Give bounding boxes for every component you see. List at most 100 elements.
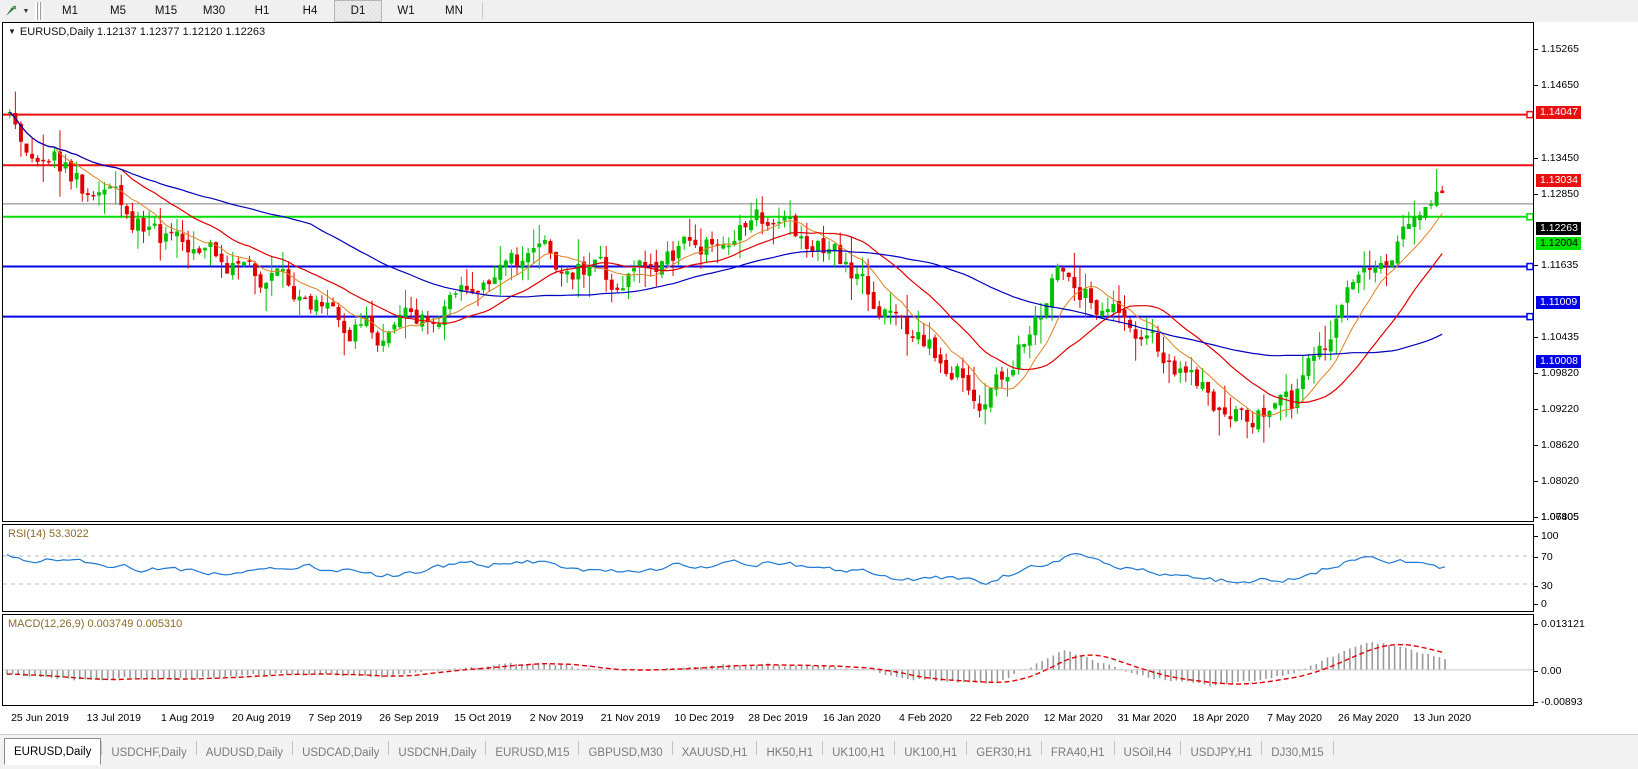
price-axis-tick: 1.13450 [1534,153,1579,164]
timeframe-button-group: M1 M5 M15 M30 H1 H4 D1 W1 MN [46,0,487,22]
rsi-label: RSI(14) 53.3022 [8,528,89,540]
tab-divider [671,741,673,755]
macd-canvas [3,642,1533,687]
chart-tab-hk50-h1[interactable]: HK50,H1 [766,747,814,759]
chart-tab-uk100-h1[interactable]: UK100,H1 [832,747,886,759]
time-axis-tick: 26 May 2020 [1338,712,1399,724]
time-axis-tick: 15 Oct 2019 [454,712,512,724]
tab-divider [1180,741,1182,755]
timeframe-button-m1[interactable]: M1 [62,5,78,17]
macd-axis-tick: -0.00893 [1534,697,1582,708]
timeframe-button-m15[interactable]: M15 [154,5,178,17]
chart-tab-usoil-h4[interactable]: USOil,H4 [1123,747,1172,759]
timeframe-button-h4[interactable]: H4 [302,5,318,17]
support-level-badge-blue-2[interactable]: 1.10008 [1536,355,1581,368]
price-axis-tick: 1.09220 [1534,404,1579,415]
chart-tab-eurusd-daily[interactable]: EURUSD,Daily [4,738,102,765]
chart-tab-fra40-h1[interactable]: FRA40,H1 [1050,747,1105,759]
macd-axis-tick: 0.00 [1534,666,1561,677]
chart-tab-usdcnh-daily[interactable]: USDCNH,Daily [398,747,477,759]
tab-divider [966,741,968,755]
time-axis-tick: 28 Dec 2019 [748,712,808,724]
timeframe-button-m30[interactable]: M30 [202,5,226,17]
time-axis-tick: 25 Jun 2019 [11,712,69,724]
tab-divider [388,741,390,755]
chart-area: ▼ EURUSD,Daily 1.12137 1.12377 1.12120 1… [0,22,1638,732]
price-chart-pane[interactable]: ▼ EURUSD,Daily 1.12137 1.12377 1.12120 1… [2,22,1534,522]
timeframe-button-m5[interactable]: M5 [110,5,126,17]
rsi-indicator-pane[interactable]: RSI(14) 53.3022 [2,524,1534,612]
time-axis-tick: 26 Sep 2019 [379,712,439,724]
current-price-badge[interactable]: 1.12263 [1536,222,1581,235]
tab-divider [292,741,294,755]
rsi-axis-tick: 30 [1534,581,1553,592]
time-axis-tick: 1 Aug 2019 [161,712,215,724]
collapse-arrow-icon[interactable]: ▼ [8,27,16,36]
timeframe-toolbar: ▼ M1 M5 M15 M30 H1 H4 D1 W1 MN [0,0,1638,23]
price-axis[interactable]: 1.15265 1.14650 1.13450 1.12850 1.11635 1.104… [1534,22,1638,708]
toolbar-separator [482,3,483,19]
tab-divider [1332,741,1334,755]
chart-tab-list: EURUSD,Daily USDCHF,Daily AUDUSD,Daily USDC… [0,735,1334,769]
chart-tab-gbpusd-m30[interactable]: GBPUSD,M30 [588,747,663,759]
chart-tab-usdchf-daily[interactable]: USDCHF,Daily [111,747,187,759]
chart-tab-ger30-h1[interactable]: GER30,H1 [976,747,1032,759]
tab-divider [578,741,580,755]
resistance-level-badge-2[interactable]: 1.13034 [1536,174,1581,187]
timeframe-button-mn[interactable]: MN [445,5,463,17]
tab-divider [756,741,758,755]
time-axis-tick: 20 Aug 2019 [231,712,291,724]
support-level-badge-blue-1[interactable]: 1.11009 [1536,296,1581,309]
chart-tab-uk100-h1[interactable]: UK100,H1 [904,747,958,759]
price-axis-tick: 1.15265 [1534,44,1579,55]
time-axis-tick: 7 May 2020 [1267,712,1323,724]
time-axis[interactable]: 25 Jun 2019 13 Jul 2019 1 Aug 2019 20 Aug 2… [2,708,1534,730]
time-axis-tick: 22 Feb 2020 [969,712,1029,724]
time-axis-tick: 16 Jan 2020 [822,712,881,724]
tab-divider [101,741,103,755]
timeframe-button-d1[interactable]: D1 [334,0,382,22]
chart-symbol-label: ▼ EURUSD,Daily 1.12137 1.12377 1.12120 1… [8,26,265,38]
tab-divider [1113,741,1115,755]
time-axis-tick: 12 Mar 2020 [1043,712,1103,724]
price-axis-tick: 1.10435 [1534,332,1579,343]
tab-divider [485,741,487,755]
toolbar-drag-handle[interactable] [35,2,43,20]
price-axis-tick: 1.12850 [1534,189,1579,200]
support-level-badge-green[interactable]: 1.12004 [1536,237,1581,250]
chart-tab-bar: EURUSD,Daily USDCHF,Daily AUDUSD,Daily USDC… [0,734,1638,769]
price-axis-tick: 1.08620 [1534,440,1579,451]
chart-tab-xauusd-h1[interactable]: XAUUSD,H1 [681,747,748,759]
rsi-canvas [3,552,1533,586]
price-axis-tick: 1.06805 [1534,512,1579,523]
chart-tab-usdjpy-h1[interactable]: USDJPY,H1 [1190,747,1253,759]
resistance-level-badge-1[interactable]: 1.14047 [1536,106,1581,119]
timeframe-button-w1[interactable]: W1 [397,5,415,17]
macd-label: MACD(12,26,9) 0.003749 0.005310 [8,618,183,630]
tab-divider [894,741,896,755]
chart-tab-dj30-m15[interactable]: DJ30,M15 [1271,747,1324,759]
macd-axis-tick: 0.013121 [1534,619,1585,630]
tab-divider [822,741,824,755]
time-axis-tick: 21 Nov 2019 [600,712,661,724]
time-axis-tick: 10 Dec 2019 [674,712,734,724]
time-axis-tick: 2 Nov 2019 [529,712,584,724]
macd-indicator-pane[interactable]: MACD(12,26,9) 0.003749 0.005310 [2,614,1534,706]
crosshair-cursor-icon[interactable] [2,2,20,20]
chart-tab-eurusd-m15[interactable]: EURUSD,M15 [495,747,570,759]
price-axis-tick: 1.09820 [1534,368,1579,379]
rsi-axis-tick: 0 [1534,599,1547,610]
time-axis-tick: 18 Apr 2020 [1192,712,1250,724]
price-axis-tick: 1.11635 [1534,260,1578,271]
rsi-axis-tick: 70 [1534,552,1553,563]
chart-tab-audusd-daily[interactable]: AUDUSD,Daily [205,747,284,759]
price-axis-tick: 1.08020 [1534,476,1579,487]
time-axis-tick: 4 Feb 2020 [899,712,953,724]
toolbar-left-group: ▼ [0,0,46,22]
time-axis-tick: 31 Mar 2020 [1117,712,1177,724]
time-axis-tick: 13 Jul 2019 [86,712,141,724]
timeframe-button-h1[interactable]: H1 [254,5,270,17]
chevron-down-icon[interactable]: ▼ [22,7,30,15]
chart-tab-usdcad-daily[interactable]: USDCAD,Daily [302,747,380,759]
